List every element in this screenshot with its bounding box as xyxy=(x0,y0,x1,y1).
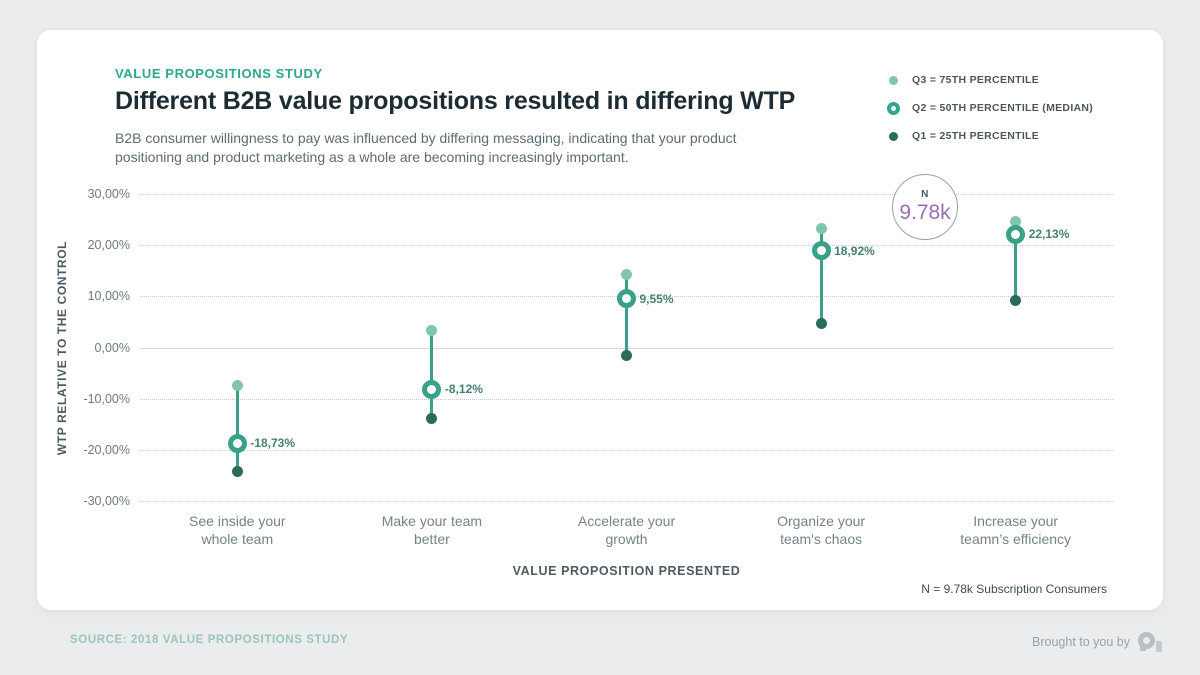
quartile-range-line xyxy=(1014,221,1018,301)
legend-label: Q1 = 25TH PERCENTILE xyxy=(912,130,1040,142)
q1-dot-icon xyxy=(885,131,901,141)
q3-dot xyxy=(1010,215,1022,227)
sample-size-badge: N 9.78k xyxy=(892,174,958,240)
gridline xyxy=(140,501,1113,502)
median-value-label: 22,13% xyxy=(1028,227,1070,242)
median-marker xyxy=(227,433,247,453)
q1-dot xyxy=(815,317,827,329)
gridline xyxy=(140,398,1113,400)
page-subtitle: B2B consumer willingness to pay was infl… xyxy=(115,130,737,165)
q1-dot xyxy=(231,466,243,478)
y-tick-label: 20,00% xyxy=(87,238,130,253)
category-label: Accelerate your growth xyxy=(577,513,676,547)
sample-size-badge-value: 9.78k xyxy=(899,201,951,224)
median-value-label: -8,12% xyxy=(444,382,483,397)
page-title: Different B2B value propositions resulte… xyxy=(115,87,796,115)
median-value-label: 18,92% xyxy=(834,243,875,258)
sample-size-note: N = 9.78k Subscription Consumers xyxy=(921,582,1107,596)
median-marker xyxy=(422,379,442,399)
category-label: Organize your team's chaos xyxy=(777,513,866,547)
legend-item-q1: Q1 = 25TH PERCENTILE xyxy=(885,122,1093,150)
quartile-range-line xyxy=(430,330,434,419)
q1-dot xyxy=(426,412,438,424)
legend-label: Q3 = 75TH PERCENTILE xyxy=(912,74,1040,86)
plot-area: WTP RELATIVE TO THE CONTROL N 9.78k 30,0… xyxy=(55,174,1113,547)
chart-card: VALUE PROPOSITIONS STUDY Different B2B v… xyxy=(37,30,1163,610)
q3-dot xyxy=(621,269,632,281)
q1-dot xyxy=(621,350,632,362)
quartile-range-line xyxy=(819,228,823,324)
y-tick-label: 0,00% xyxy=(94,340,130,355)
q3-dot xyxy=(815,222,827,234)
median-marker xyxy=(617,289,636,309)
brand-logo-icon xyxy=(1138,631,1162,653)
median-marker xyxy=(1006,224,1026,244)
legend-item-q3: Q3 = 75TH PERCENTILE xyxy=(885,66,1093,94)
category-label: Make your team better xyxy=(381,513,483,547)
median-value-label: 9,55% xyxy=(639,291,674,306)
gridline xyxy=(140,449,1113,451)
y-tick-label: -30,00% xyxy=(83,494,130,508)
gridline xyxy=(140,194,1113,195)
footer-attribution-text: Brought to you by xyxy=(1032,635,1130,649)
legend: Q3 = 75TH PERCENTILE Q2 = 50TH PERCENTIL… xyxy=(885,66,1093,150)
y-tick-label: 10,00% xyxy=(87,289,130,304)
footer-attribution: Brought to you by xyxy=(1032,631,1162,653)
category-label: See inside your whole team xyxy=(189,513,286,547)
q1-dot xyxy=(1010,295,1022,307)
y-tick-label: -20,00% xyxy=(83,442,130,457)
q3-dot xyxy=(426,324,438,336)
gridline xyxy=(140,245,1113,247)
quartile-range-line xyxy=(235,385,239,472)
sample-size-badge-label: N xyxy=(921,189,929,200)
source-note: SOURCE: 2018 VALUE PROPOSITIONS STUDY xyxy=(70,634,349,646)
q3-dot xyxy=(231,380,243,392)
eyebrow-label: VALUE PROPOSITIONS STUDY xyxy=(115,66,323,81)
y-tick-label: -10,00% xyxy=(83,391,130,406)
legend-label: Q2 = 50TH PERCENTILE (MEDIAN) xyxy=(912,102,1094,114)
category-label: Increase your teamn’s efficiency xyxy=(960,513,1072,547)
y-tick-label: 30,00% xyxy=(87,187,130,201)
median-marker xyxy=(811,241,831,261)
x-axis-title: VALUE PROPOSITION PRESENTED xyxy=(512,564,741,578)
quartile-range-line xyxy=(625,274,628,356)
q2-ring-icon xyxy=(885,101,901,115)
q3-dot-icon xyxy=(885,75,901,85)
median-value-label: -18,73% xyxy=(250,436,295,451)
legend-item-q2: Q2 = 50TH PERCENTILE (MEDIAN) xyxy=(885,94,1093,122)
